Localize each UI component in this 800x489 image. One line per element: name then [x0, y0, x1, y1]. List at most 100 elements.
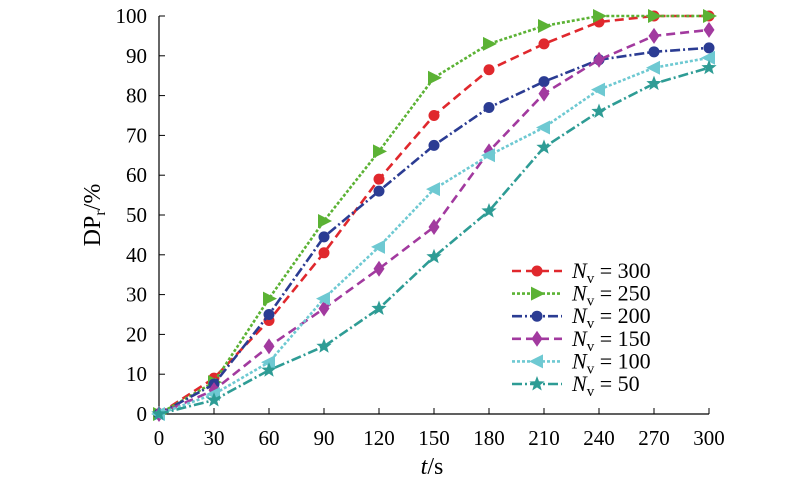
data-point [428, 70, 442, 85]
series-line [158, 14, 709, 416]
data-point [593, 51, 605, 68]
data-point [646, 60, 660, 75]
data-point [316, 291, 330, 306]
x-axis-title: t/s [421, 454, 444, 480]
legend-item: Nv = 50 [512, 371, 640, 400]
y-tick-label: 70 [126, 123, 147, 147]
data-point [538, 38, 550, 50]
y-tick-label: 50 [126, 203, 147, 227]
legend-label: Nv = 50 [571, 371, 640, 400]
data-point [151, 406, 167, 421]
data-point [538, 76, 550, 88]
legend-marker [531, 265, 543, 277]
series-6 [151, 59, 717, 421]
data-point [648, 27, 660, 44]
data-point [206, 392, 222, 407]
data-point [536, 139, 552, 154]
x-tick-label: 120 [363, 426, 395, 450]
y-tick-label: 30 [126, 283, 147, 307]
x-tick-label: 240 [583, 426, 615, 450]
data-point [701, 59, 717, 75]
series-layer [151, 9, 717, 422]
data-point [703, 9, 717, 23]
x-tick-label: 30 [204, 426, 225, 450]
y-tick-label: 100 [116, 4, 148, 28]
y-tick-label: 80 [126, 84, 147, 108]
data-point [428, 218, 440, 235]
x-tick-label: 270 [638, 426, 670, 450]
data-point [371, 239, 385, 254]
data-point [538, 85, 550, 102]
data-point [648, 9, 662, 23]
x-axis: 0 30 60 90 120 150 180 210 240 270 300 [154, 408, 725, 450]
x-tick-label: 150 [418, 426, 450, 450]
data-point [318, 300, 330, 317]
data-point [426, 182, 440, 197]
x-tick-label: 210 [528, 426, 560, 450]
data-point [428, 139, 440, 151]
legend-label: Nv = 150 [571, 326, 651, 355]
legend-marker [529, 354, 543, 369]
series-line [158, 66, 710, 416]
data-point [318, 247, 330, 259]
data-point [318, 231, 330, 243]
data-point [591, 103, 607, 118]
legend-label: Nv = 250 [571, 281, 651, 310]
data-point [373, 185, 385, 197]
data-point [648, 46, 660, 58]
x-tick-label: 300 [693, 426, 725, 450]
series-line [158, 46, 710, 416]
data-point [316, 338, 332, 353]
y-tick-label: 40 [126, 243, 147, 267]
data-point [483, 102, 495, 114]
data-point [261, 362, 277, 377]
data-point [371, 300, 387, 315]
y-tick-label: 0 [137, 402, 148, 426]
legend-marker [531, 330, 543, 347]
data-point [373, 173, 385, 185]
legend-label: Nv = 100 [571, 348, 651, 377]
legend-marker [531, 310, 543, 322]
x-tick-label: 60 [259, 426, 280, 450]
legend-item: Nv = 300 [512, 258, 651, 287]
legend-label: Nv = 300 [571, 258, 651, 287]
y-tick-label: 60 [126, 163, 147, 187]
x-tick-label: 90 [314, 426, 335, 450]
legend-item: Nv = 250 [512, 281, 651, 310]
legend-item: Nv = 100 [512, 348, 651, 377]
data-point [538, 18, 552, 33]
y-tick-label: 10 [126, 362, 147, 386]
data-point [536, 120, 550, 135]
legend-item: Nv = 200 [512, 303, 651, 332]
data-point [373, 144, 387, 159]
data-point [263, 338, 275, 355]
data-point [426, 248, 442, 264]
data-point [483, 36, 497, 51]
y-tick-label: 20 [126, 322, 147, 346]
legend-item: Nv = 150 [512, 326, 651, 355]
data-point [481, 203, 497, 218]
series-line [158, 28, 710, 416]
data-point [646, 75, 662, 91]
data-point [481, 148, 495, 163]
data-point [263, 309, 275, 320]
y-tick-label: 90 [126, 44, 147, 68]
data-point [261, 355, 275, 370]
data-point [701, 50, 715, 65]
x-tick-label: 180 [473, 426, 505, 450]
data-point [263, 291, 277, 306]
y-axis: 0 10 20 30 40 50 60 70 80 90 100 [116, 4, 165, 426]
data-point [703, 42, 715, 54]
data-point [591, 82, 605, 97]
data-point [483, 64, 495, 76]
legend-marker [531, 286, 545, 301]
x-tick-label: 0 [154, 426, 165, 450]
y-axis-title: DPr/% [80, 184, 109, 247]
legend-marker [529, 376, 545, 391]
legend-label: Nv = 200 [571, 303, 651, 332]
data-point [318, 213, 332, 228]
data-point [428, 110, 440, 121]
data-point [593, 9, 607, 23]
